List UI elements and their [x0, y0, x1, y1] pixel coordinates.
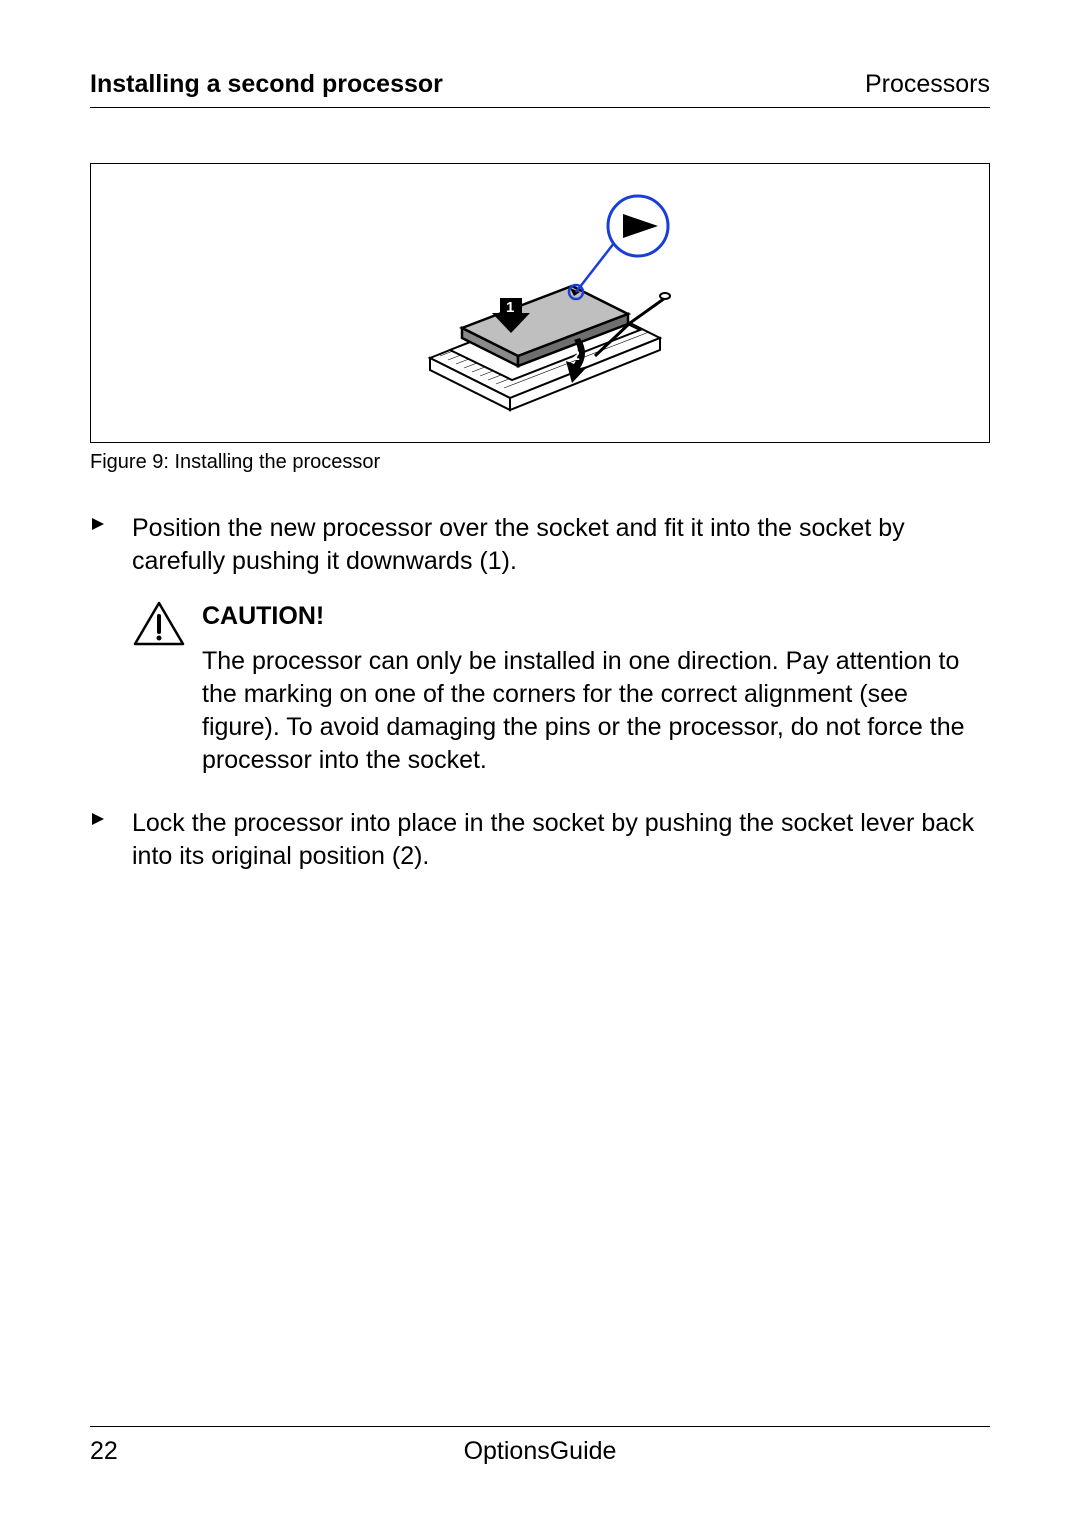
- page-footer: 22 OptionsGuide: [90, 1426, 990, 1466]
- caution-heading: CAUTION!: [202, 600, 990, 633]
- footer-right-spacer: [983, 1437, 990, 1466]
- header-section-title: Installing a second processor: [90, 70, 443, 99]
- figure-label-2: 2: [572, 347, 580, 363]
- processor-install-diagram: 1 2: [380, 188, 700, 418]
- instruction-text: Lock the processor into place in the soc…: [132, 807, 990, 873]
- footer-title: OptionsGuide: [464, 1437, 617, 1466]
- bullet-triangle-icon: [90, 512, 132, 578]
- instruction-text: Position the new processor over the sock…: [132, 512, 990, 578]
- figure-label-1: 1: [506, 299, 514, 316]
- caution-body: The processor can only be installed in o…: [202, 645, 990, 777]
- page-number: 22: [90, 1437, 118, 1466]
- caution-block: CAUTION! The processor can only be insta…: [132, 600, 990, 777]
- bullet-triangle-icon: [90, 807, 132, 873]
- header-chapter: Processors: [865, 70, 990, 99]
- figure-container: 1 2: [90, 163, 990, 443]
- caution-content: CAUTION! The processor can only be insta…: [202, 600, 990, 777]
- figure-caption: Figure 9: Installing the processor: [90, 451, 990, 474]
- instruction-step: Lock the processor into place in the soc…: [90, 807, 990, 873]
- instruction-step: Position the new processor over the sock…: [90, 512, 990, 578]
- page-header: Installing a second processor Processors: [90, 70, 990, 108]
- page: Installing a second processor Processors: [0, 0, 1080, 1526]
- caution-icon: [132, 600, 202, 777]
